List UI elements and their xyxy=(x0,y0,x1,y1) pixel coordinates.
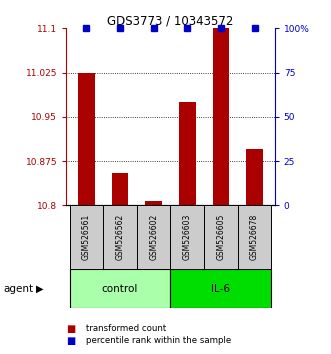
FancyBboxPatch shape xyxy=(238,205,271,269)
Bar xyxy=(112,173,128,205)
Title: GDS3773 / 10343572: GDS3773 / 10343572 xyxy=(107,14,234,27)
Bar xyxy=(145,201,162,205)
Bar xyxy=(246,149,263,205)
Bar xyxy=(78,73,95,205)
Bar xyxy=(179,102,196,205)
FancyBboxPatch shape xyxy=(170,205,204,269)
Text: ■: ■ xyxy=(66,336,75,346)
FancyBboxPatch shape xyxy=(70,269,170,308)
FancyBboxPatch shape xyxy=(204,205,238,269)
FancyBboxPatch shape xyxy=(103,205,137,269)
Text: percentile rank within the sample: percentile rank within the sample xyxy=(86,336,231,345)
Text: GSM526678: GSM526678 xyxy=(250,214,259,260)
Text: GSM526602: GSM526602 xyxy=(149,214,158,260)
FancyBboxPatch shape xyxy=(170,269,271,308)
Bar xyxy=(213,28,229,205)
Text: GSM526603: GSM526603 xyxy=(183,214,192,261)
Text: transformed count: transformed count xyxy=(86,324,166,333)
Text: GSM526562: GSM526562 xyxy=(116,214,124,260)
Text: GSM526605: GSM526605 xyxy=(216,214,225,261)
FancyBboxPatch shape xyxy=(70,205,103,269)
Text: agent: agent xyxy=(3,284,33,293)
Text: GSM526561: GSM526561 xyxy=(82,214,91,260)
FancyBboxPatch shape xyxy=(137,205,170,269)
Text: ■: ■ xyxy=(66,324,75,333)
Text: ▶: ▶ xyxy=(36,284,44,293)
Text: control: control xyxy=(102,284,138,293)
Text: IL-6: IL-6 xyxy=(212,284,230,293)
